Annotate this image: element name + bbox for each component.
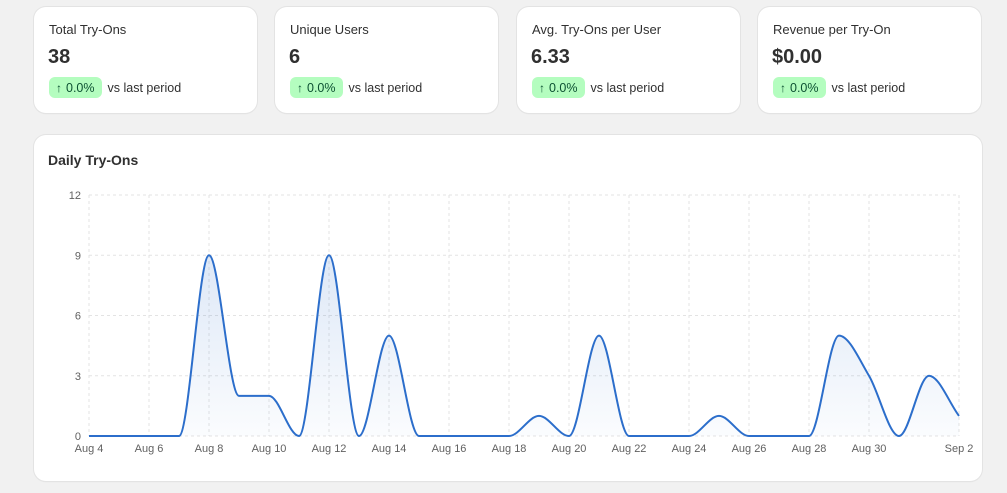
x-tick-label: Sep 2 xyxy=(945,443,974,455)
kpi-value: 38 xyxy=(48,46,71,68)
data-point xyxy=(297,434,301,438)
delta-compare-text: vs last period xyxy=(831,80,906,95)
kpi-value: 6 xyxy=(289,46,301,68)
kpi-card-avg-try-ons-per-user: Avg. Try-Ons per User 6.33 ↑ 0.0% vs last… xyxy=(517,7,740,113)
delta-value: 0.0% xyxy=(307,80,336,95)
arrow-up-icon: ↑ xyxy=(539,80,545,95)
kpi-label: Total Try-Ons xyxy=(49,22,127,37)
x-tick-label: Aug 18 xyxy=(492,443,527,455)
data-point xyxy=(327,253,331,257)
delta-value: 0.0% xyxy=(66,80,95,95)
data-point xyxy=(87,434,91,438)
kpi-value: $0.00 xyxy=(772,46,823,68)
kpi-row: Total Try-Ons 38 ↑ 0.0% vs last period Un… xyxy=(34,7,982,113)
delta-value: 0.0% xyxy=(790,80,819,95)
chart-title: Daily Try-Ons xyxy=(48,152,139,168)
kpi-label: Unique Users xyxy=(290,22,369,37)
x-tick-label: Aug 24 xyxy=(672,443,707,455)
data-point xyxy=(957,414,961,418)
arrow-up-icon: ↑ xyxy=(780,80,786,95)
y-tick-label: 3 xyxy=(75,371,81,383)
data-point xyxy=(267,394,271,398)
kpi-label: Revenue per Try-On xyxy=(773,22,891,37)
arrow-up-icon: ↑ xyxy=(297,80,303,95)
delta-value: 0.0% xyxy=(549,80,578,95)
y-tick-label: 6 xyxy=(75,311,81,323)
data-point xyxy=(897,434,901,438)
kpi-delta: ↑ 0.0% vs last period xyxy=(290,77,422,98)
kpi-card-revenue-per-try-on: Revenue per Try-On $0.00 ↑ 0.0% vs last p… xyxy=(758,7,981,113)
data-point xyxy=(837,334,841,338)
delta-badge: ↑ 0.0% xyxy=(290,77,343,98)
x-tick-label: Aug 28 xyxy=(792,443,827,455)
kpi-value: 6.33 xyxy=(531,46,570,68)
y-tick-label: 0 xyxy=(75,431,81,443)
kpi-delta: ↑ 0.0% vs last period xyxy=(532,77,664,98)
y-tick-label: 12 xyxy=(69,190,81,202)
data-point xyxy=(207,253,211,257)
arrow-up-icon: ↑ xyxy=(56,80,62,95)
x-tick-label: Aug 6 xyxy=(135,443,164,455)
x-tick-label: Aug 20 xyxy=(552,443,587,455)
data-point xyxy=(447,434,451,438)
x-tick-label: Aug 16 xyxy=(432,443,467,455)
data-point xyxy=(537,414,541,418)
data-point xyxy=(927,374,931,378)
delta-badge: ↑ 0.0% xyxy=(532,77,585,98)
series-area xyxy=(89,255,959,436)
kpi-delta: ↑ 0.0% vs last period xyxy=(773,77,905,98)
data-point xyxy=(717,414,721,418)
data-point xyxy=(597,334,601,338)
data-point xyxy=(147,434,151,438)
data-point xyxy=(807,434,811,438)
data-point xyxy=(117,434,121,438)
x-tick-label: Aug 30 xyxy=(852,443,887,455)
x-tick-label: Aug 12 xyxy=(312,443,347,455)
data-point xyxy=(477,434,481,438)
delta-compare-text: vs last period xyxy=(590,80,665,95)
x-tick-label: Aug 4 xyxy=(75,443,104,455)
delta-badge: ↑ 0.0% xyxy=(773,77,826,98)
data-point xyxy=(627,434,631,438)
kpi-card-total-try-ons: Total Try-Ons 38 ↑ 0.0% vs last period xyxy=(34,7,257,113)
data-point xyxy=(687,434,691,438)
x-tick-label: Aug 8 xyxy=(195,443,224,455)
x-tick-label: Aug 26 xyxy=(732,443,767,455)
y-tick-label: 9 xyxy=(75,250,81,262)
data-point xyxy=(507,434,511,438)
x-tick-label: Aug 14 xyxy=(372,443,407,455)
delta-compare-text: vs last period xyxy=(348,80,423,95)
series-line xyxy=(88,254,960,437)
delta-badge: ↑ 0.0% xyxy=(49,77,102,98)
data-point xyxy=(417,434,421,438)
data-point xyxy=(177,434,181,438)
data-point xyxy=(237,394,241,398)
kpi-card-unique-users: Unique Users 6 ↑ 0.0% vs last period xyxy=(275,7,498,113)
data-point xyxy=(777,434,781,438)
kpi-delta: ↑ 0.0% vs last period xyxy=(49,77,181,98)
data-point xyxy=(357,434,361,438)
data-point xyxy=(567,434,571,438)
kpi-label: Avg. Try-Ons per User xyxy=(532,22,662,37)
data-point xyxy=(867,374,871,378)
delta-compare-text: vs last period xyxy=(107,80,182,95)
x-tick-label: Aug 22 xyxy=(612,443,647,455)
daily-try-ons-chart: 0 3 6 9 12 Aug 4 Aug 6 Aug 8 Aug 10 Aug 12 Aug 14 A… xyxy=(69,190,974,455)
daily-try-ons-chart-card: Daily Try-Ons 0 3 6 9 12 Aug 4 Aug 6 Aug 8 Aug 1… xyxy=(34,135,982,481)
x-tick-label: Aug 10 xyxy=(252,443,287,455)
data-point xyxy=(387,334,391,338)
data-point xyxy=(657,434,661,438)
data-point xyxy=(747,434,751,438)
